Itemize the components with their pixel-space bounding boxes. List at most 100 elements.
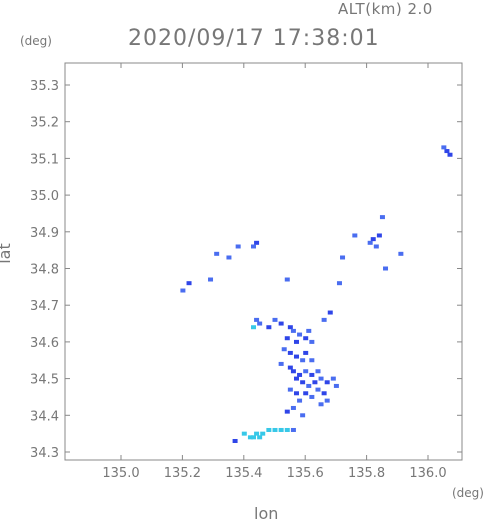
echo-point [235, 244, 241, 249]
y-tick-label: 34.8 [30, 263, 59, 278]
echo-point [297, 398, 303, 403]
echo-point [287, 387, 293, 392]
echo-point [214, 251, 220, 256]
echo-point [241, 431, 247, 436]
echo-point [293, 391, 299, 396]
echo-point [251, 244, 257, 249]
echo-point [281, 347, 287, 352]
echo-point [257, 435, 263, 440]
echo-point [180, 288, 186, 293]
echo-point [312, 380, 318, 385]
echo-point [290, 328, 296, 333]
echo-point [324, 380, 330, 385]
echo-point [297, 372, 303, 377]
echo-point [444, 149, 450, 154]
echo-point [287, 365, 293, 370]
echo-point [284, 427, 290, 432]
echo-point [379, 215, 385, 220]
y-tick-label: 34.6 [30, 336, 59, 351]
echo-point [290, 369, 296, 374]
echo-point [284, 277, 290, 282]
y-tick-label: 34.7 [30, 299, 59, 314]
echo-point [260, 431, 266, 436]
echo-point [257, 321, 263, 326]
echo-point [278, 321, 284, 326]
echo-point [232, 438, 238, 443]
echo-point [290, 405, 296, 410]
echo-point [373, 244, 379, 249]
echo-point [254, 240, 260, 245]
y-tick-label: 35.2 [30, 116, 59, 131]
altitude-label: ALT(km) 2.0 [338, 0, 433, 18]
echo-point [254, 317, 260, 322]
echo-point [186, 281, 192, 286]
echo-point [370, 237, 376, 242]
y-tick-label: 34.4 [30, 409, 59, 424]
echo-point [303, 369, 309, 374]
x-tick-label: 135.6 [287, 466, 324, 481]
echo-point [383, 266, 389, 271]
echo-point [318, 402, 324, 407]
echo-point [306, 383, 312, 388]
echo-point [333, 383, 339, 388]
echo-point [321, 317, 327, 322]
echo-point [441, 145, 447, 150]
echo-point [278, 427, 284, 432]
echo-point [284, 409, 290, 414]
echo-point [321, 391, 327, 396]
echo-point [266, 427, 272, 432]
echo-point [318, 376, 324, 381]
echo-point [309, 358, 315, 363]
echo-point [251, 435, 257, 440]
echo-point [367, 240, 373, 245]
echo-point [309, 339, 315, 344]
echo-point [306, 328, 312, 333]
echo-point [293, 339, 299, 344]
echo-point [303, 391, 309, 396]
echo-point [293, 354, 299, 359]
y-tick-label: 35.3 [30, 79, 59, 94]
echo-point [208, 277, 214, 282]
y-tick-label: 35.0 [30, 189, 59, 204]
x-tick-label: 136.0 [409, 466, 446, 481]
echo-point [315, 387, 321, 392]
plot-frame [64, 62, 463, 461]
echo-point [247, 435, 253, 440]
y-tick-label: 35.1 [30, 152, 59, 167]
echo-point [303, 350, 309, 355]
chart-title: 2020/09/17 17:38:01 [128, 26, 380, 51]
echo-point [226, 255, 232, 260]
echo-point [272, 317, 278, 322]
echo-point [324, 398, 330, 403]
echo-point [300, 380, 306, 385]
echo-point [327, 310, 333, 315]
echo-point [278, 361, 284, 366]
echo-point [336, 281, 342, 286]
echo-point [309, 372, 315, 377]
echo-point [340, 255, 346, 260]
x-axis-label: lon [254, 504, 279, 523]
y-tick-label: 34.3 [30, 446, 59, 461]
echo-point [251, 325, 257, 330]
echo-point [309, 394, 315, 399]
echo-point [352, 233, 358, 238]
echo-point [303, 336, 309, 341]
echo-point [287, 325, 293, 330]
x-tick-label: 135.2 [164, 466, 201, 481]
echo-point [287, 350, 293, 355]
echo-point [330, 376, 336, 381]
x-tick-label: 135.8 [348, 466, 385, 481]
echo-point [398, 251, 404, 256]
echo-point [315, 369, 321, 374]
y-tick-label: 34.9 [30, 226, 59, 241]
echo-point [254, 431, 260, 436]
echo-point [297, 332, 303, 337]
y-unit-label: (deg) [20, 34, 52, 48]
echo-point [290, 427, 296, 432]
echo-point [300, 413, 306, 418]
x-unit-label: (deg) [452, 486, 484, 500]
echo-point [293, 376, 299, 381]
echo-point [284, 336, 290, 341]
echo-point [300, 358, 306, 363]
